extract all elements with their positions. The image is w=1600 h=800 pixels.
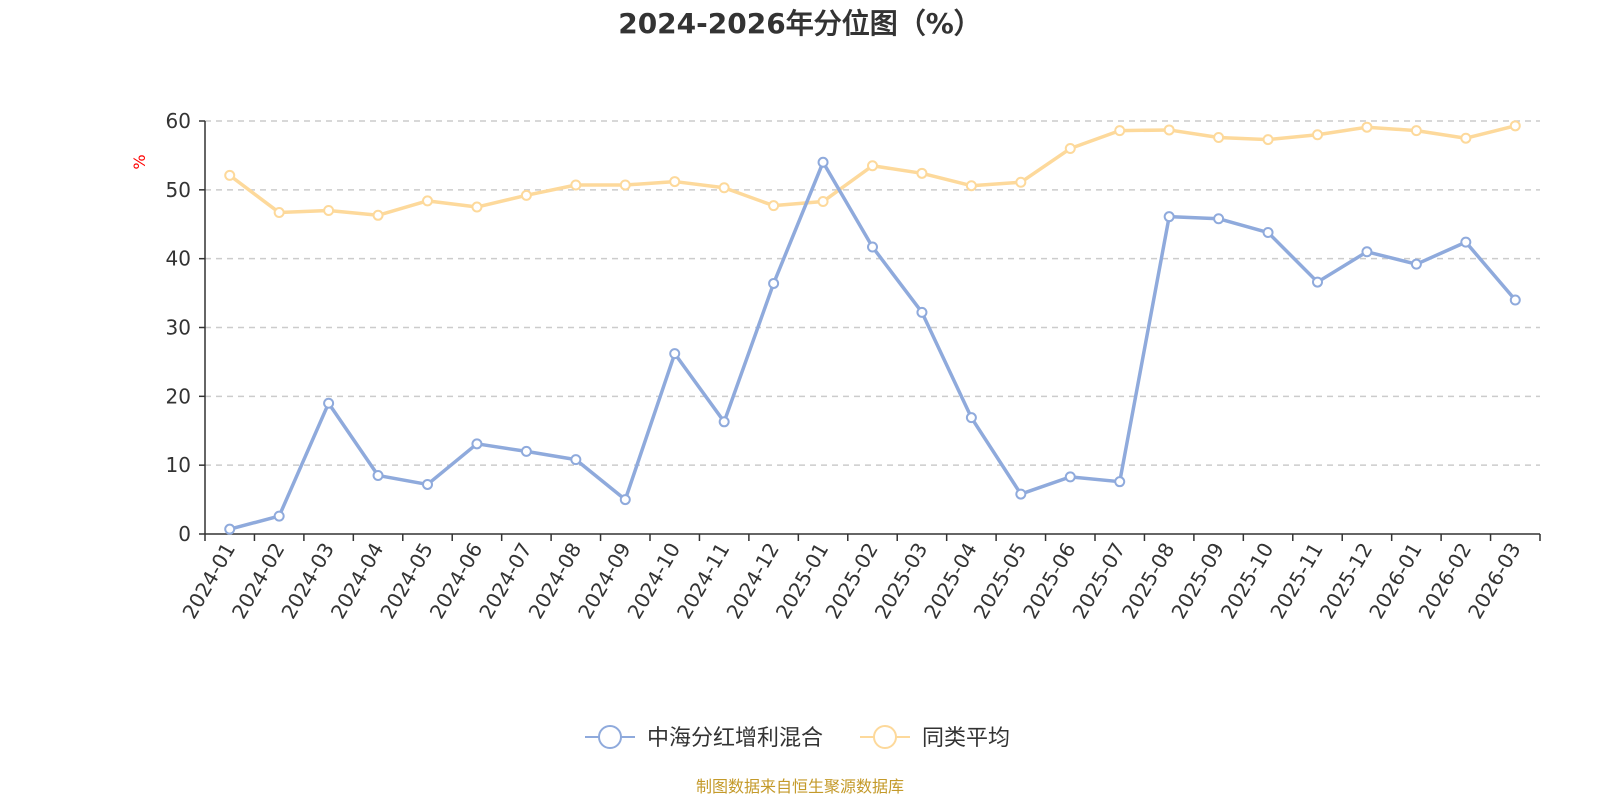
data-point — [422, 195, 433, 207]
y-tick-label: 40 — [166, 247, 191, 271]
data-point — [1163, 124, 1175, 136]
data-point — [224, 169, 236, 181]
data-point — [1114, 476, 1126, 488]
y-tick-label: 10 — [166, 453, 191, 477]
legend-marker — [598, 725, 622, 749]
data-point — [1015, 176, 1027, 188]
data-point — [1114, 125, 1126, 137]
data-point — [1064, 143, 1076, 155]
data-point — [669, 176, 681, 188]
data-point — [1312, 276, 1323, 288]
y-tick-label: 50 — [166, 178, 191, 202]
data-point — [471, 201, 483, 213]
data-point — [768, 200, 780, 212]
data-point — [867, 160, 878, 172]
data-point — [1015, 488, 1027, 500]
data-point — [965, 180, 977, 192]
data-point — [1064, 471, 1076, 483]
data-point — [916, 167, 928, 179]
data-point — [1262, 227, 1274, 239]
y-tick-label: 0 — [178, 522, 191, 546]
data-point — [1460, 132, 1472, 144]
data-point — [718, 416, 730, 428]
grid-lines — [205, 120, 1540, 466]
data-point — [916, 306, 928, 318]
legend-marker — [873, 725, 897, 749]
data-point — [965, 412, 977, 424]
data-point — [867, 241, 878, 253]
data-point — [570, 179, 582, 191]
data-point — [1509, 294, 1521, 306]
data-point — [323, 204, 335, 216]
data-point — [1163, 211, 1175, 223]
legend[interactable]: 中海分红增利混合 同类平均 — [585, 725, 1010, 751]
source-note: 制图数据来自恒生聚源数据库 — [696, 777, 904, 796]
data-point — [619, 179, 631, 191]
data-point — [1312, 129, 1323, 141]
data-point — [1509, 120, 1521, 132]
y-tick-label: 60 — [166, 109, 191, 133]
data-point — [1410, 258, 1422, 270]
legend-label: 同类平均 — [922, 726, 1010, 751]
data-point — [520, 189, 532, 201]
data-point — [570, 454, 582, 466]
data-point — [768, 277, 780, 289]
data-point — [372, 469, 384, 481]
data-point — [1410, 125, 1422, 137]
y-axis-ticks: 0 10 20 30 40 50 60 — [166, 109, 205, 546]
chart-title: 2024-2026年分位图（%） — [618, 7, 982, 40]
data-point — [817, 156, 829, 168]
data-point — [224, 523, 236, 535]
data-point — [669, 348, 681, 360]
data-point — [1460, 236, 1472, 248]
x-axis-ticks: 2024-012024-022024-032024-042024-052024-… — [177, 534, 1541, 623]
series-group — [224, 120, 1521, 535]
data-point — [273, 510, 285, 522]
series-line — [227, 160, 1518, 531]
legend-label: 中海分红增利混合 — [647, 726, 823, 751]
data-point — [1262, 134, 1274, 146]
data-point — [273, 207, 285, 219]
y-tick-label: 20 — [166, 384, 191, 408]
data-point — [323, 397, 335, 409]
data-point — [1361, 121, 1373, 133]
y-tick-label: 30 — [166, 316, 191, 340]
data-point — [1213, 213, 1225, 225]
data-point — [1361, 246, 1373, 258]
data-point — [422, 478, 433, 490]
data-point — [471, 438, 483, 450]
data-point — [372, 209, 384, 221]
data-point — [718, 182, 730, 194]
data-point — [619, 494, 631, 506]
data-point — [1213, 132, 1225, 144]
data-point — [817, 196, 829, 208]
y-axis-unit-label: % — [130, 154, 149, 169]
data-point — [520, 445, 532, 457]
